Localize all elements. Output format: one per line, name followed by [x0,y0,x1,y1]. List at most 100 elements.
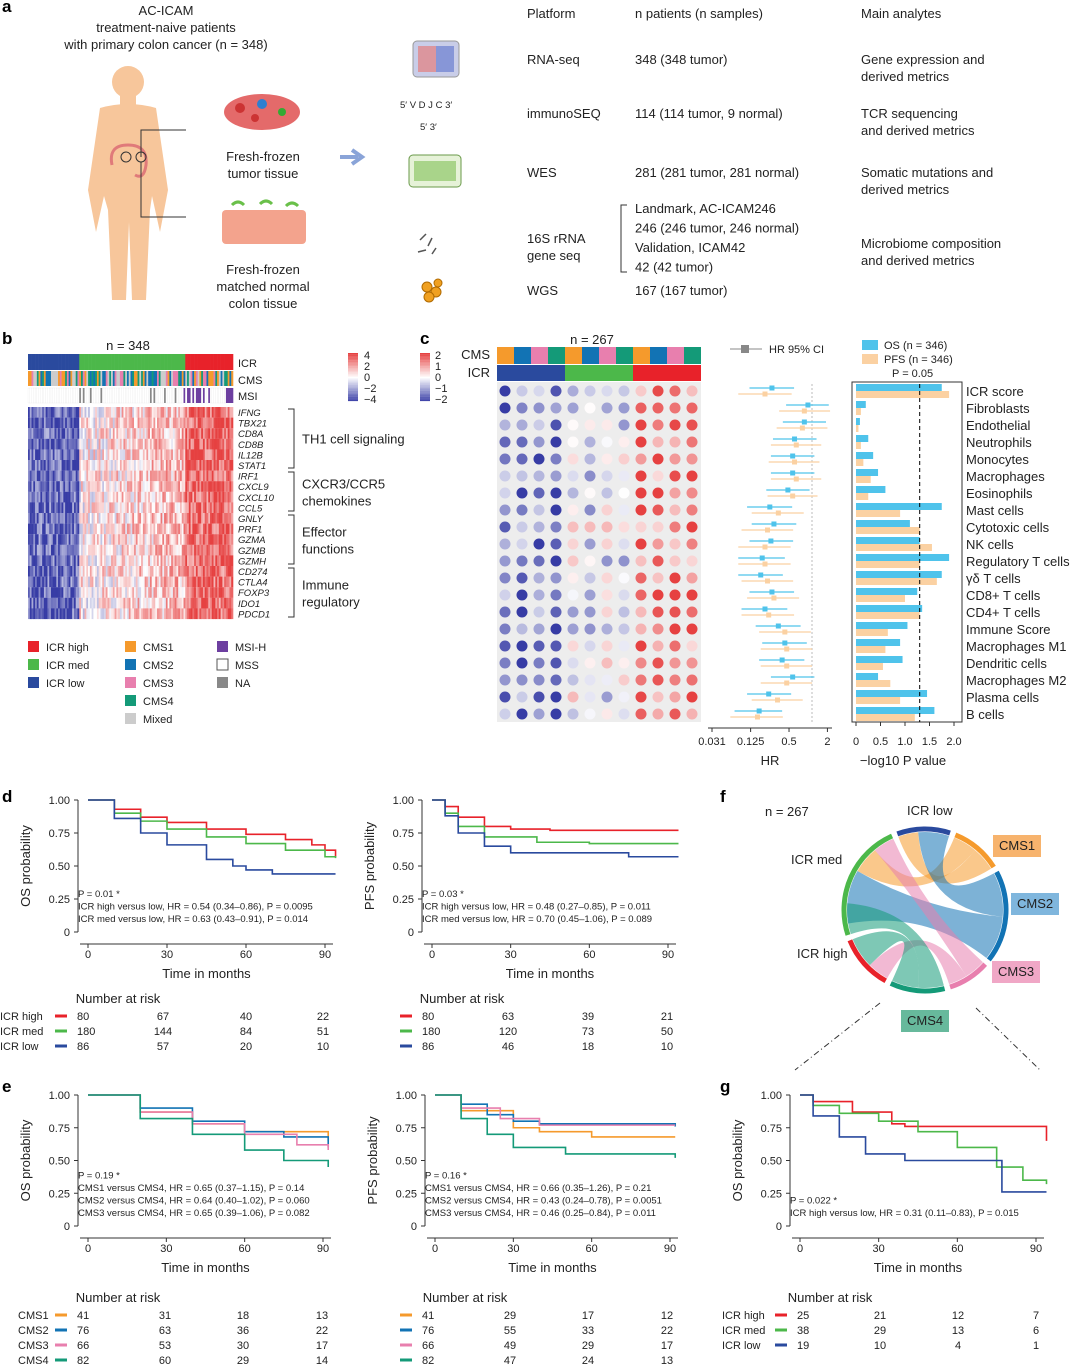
gene-label: IL12B [238,450,263,461]
icr-track-cell [96,354,99,370]
heatmap-cell [146,608,149,620]
heatmap-cell [162,417,165,429]
msi-track-cell [225,388,228,403]
icr-track-cell [86,354,89,370]
cms-track-cell [40,371,43,386]
dot [669,589,681,601]
cms-track-cell [195,371,198,386]
heatmap-cell [144,566,147,577]
icr-header-cell [684,365,701,381]
heatmap-cell [58,608,61,620]
heatmap-cell [54,417,57,429]
survival-curve [800,1094,1048,1141]
msi-track-cell [199,388,202,403]
risk-count: 12 [952,1310,964,1322]
heatmap-cell [208,417,211,429]
heatmap-cell [213,566,216,577]
heatmap-cell [116,534,119,545]
heatmap-cell [102,608,105,620]
heatmap-cell [218,502,221,514]
heatmap-cell [164,460,167,471]
risk-count: 41 [77,1310,89,1322]
heatmap-cell [222,566,225,577]
analytes-cell: Somatic mutations and [861,165,993,180]
heatmap-cell [162,544,165,556]
dot [584,674,596,686]
scale-cell [348,371,358,373]
os-bar [856,537,920,544]
heatmap-cell [68,597,71,609]
dot [550,708,562,720]
chord-arc-cms2 [986,870,1009,962]
heatmap-cell [36,428,39,439]
icr-track-cell [58,354,61,370]
heatmap-cell [157,449,160,461]
heatmap-cell [167,534,170,545]
heatmap-cell [208,555,211,567]
heatmap-cell [167,470,170,482]
msi-track-cell [192,388,195,403]
heatmap-cell [123,566,126,577]
heatmap-cell [103,491,107,503]
heatmap-cell [171,608,174,620]
heatmap-cell [35,566,38,577]
heatmap-cell [102,481,105,492]
risk-count: 29 [237,1355,249,1364]
heatmap-cell [201,534,204,545]
heatmap-cell [31,523,34,535]
heatmap-cell [36,576,39,588]
heatmap-cell [157,534,160,545]
heatmap-cell [208,470,211,482]
stats-annotation: P = 0.01 * [78,889,120,900]
heatmap-cell [134,470,137,482]
os-point [768,538,774,544]
heatmap-cell [84,407,87,418]
heatmap-cell [91,544,94,556]
legend-swatch [125,641,136,652]
heatmap-cell [220,534,223,545]
heatmap-cell [183,555,186,567]
heatmap-cell [36,597,39,609]
heatmap-cell [160,534,163,545]
cms-track-cell [199,371,202,386]
heatmap-cell [204,417,207,429]
heatmap-cell [91,481,94,492]
heatmap-cell [35,460,38,471]
scale-cell [420,379,430,381]
heatmap-cell [35,513,38,524]
heatmap-cell [155,417,158,429]
heatmap-cell [217,481,220,492]
heatmap-cell [103,608,107,620]
heatmap-cell [86,407,89,418]
heatmap-cell [229,513,232,524]
risk-count: 73 [582,1026,594,1038]
risk-row-label: ICR low [0,1041,39,1053]
heatmap-cell [199,534,202,545]
icr-track-cell [98,354,101,370]
cms-track-cell [144,371,147,386]
heatmap-cell [29,566,32,577]
heatmap-cell [202,481,206,492]
n-label: n = 348 [106,338,150,353]
heatmap-cell [165,597,168,609]
heatmap-cell [160,587,163,598]
heatmap-cell [81,587,84,598]
heatmap-cell [187,481,190,492]
tumor-label: Fresh-frozen [226,149,300,164]
heatmap-cell [192,534,195,545]
heatmap-cell [86,491,89,503]
heatmap-cell [98,470,101,482]
scale-cell [348,367,358,369]
heatmap-cell [45,555,48,567]
msi-track-cell [231,388,234,403]
heatmap-cell [33,608,36,620]
heatmap-cell [114,576,117,588]
heatmap-cell [199,597,202,609]
heatmap-cell [123,449,126,461]
heatmap-cell [215,449,218,461]
os-point [785,487,791,493]
heatmap-cell [103,534,107,545]
heatmap-cell [229,428,232,439]
heatmap-cell [201,555,204,567]
icr-track-cell [164,354,167,370]
